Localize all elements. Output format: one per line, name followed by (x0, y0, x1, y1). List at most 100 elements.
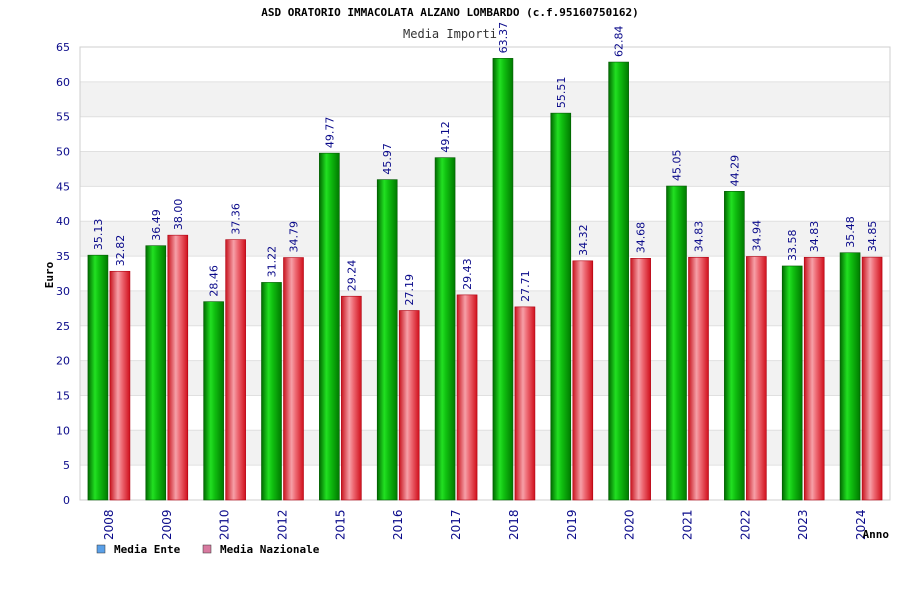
chart-subtitle: Media Importi (403, 27, 497, 41)
data-label: 28.46 (208, 265, 221, 297)
data-label: 49.12 (439, 121, 452, 153)
bar-media-ente (839, 252, 861, 501)
x-tick-label: 2019 (565, 509, 579, 540)
grid-band (80, 290, 890, 326)
y-tick-label: 5 (63, 459, 70, 472)
y-tick-label: 50 (56, 146, 70, 159)
bar-media-nazionale (456, 294, 478, 501)
data-label: 34.83 (808, 221, 821, 253)
legend: Media Ente Media Nazionale (96, 543, 320, 556)
x-axis-label: Anno (863, 528, 890, 541)
bar-media-nazionale (688, 256, 709, 501)
y-tick-label: 25 (56, 320, 70, 333)
bar-media-nazionale (167, 234, 189, 501)
bar-media-nazionale (803, 256, 825, 501)
bar-media-ente (87, 254, 109, 501)
data-label: 35.48 (844, 216, 857, 248)
bar-media-ente (261, 282, 282, 501)
y-tick-label: 0 (63, 494, 70, 507)
x-tick-label: 2008 (102, 509, 116, 540)
legend-label-media-nazionale: Media Nazionale (220, 543, 320, 556)
bar-media-nazionale (398, 310, 420, 501)
bar-media-ente (550, 112, 572, 501)
bar-media-ente (724, 191, 745, 501)
x-tick-label: 2009 (160, 509, 174, 540)
x-tick-label: 2022 (738, 509, 752, 540)
bar-media-nazionale (109, 270, 131, 501)
bar-media-ente (145, 245, 167, 501)
data-label: 49.77 (323, 117, 336, 149)
data-label: 34.94 (750, 220, 763, 252)
grid-band (80, 360, 890, 396)
data-label: 29.24 (345, 260, 358, 292)
x-tick-label: 2018 (507, 509, 521, 540)
x-tick-label: 2012 (276, 509, 290, 540)
data-label: 38.00 (172, 199, 185, 231)
data-label: 44.29 (728, 155, 741, 187)
y-tick-label: 45 (56, 180, 70, 193)
y-tick-label: 65 (56, 41, 70, 54)
grid-bands (79, 46, 891, 501)
y-tick-label: 30 (56, 285, 70, 298)
data-label: 34.85 (866, 221, 879, 253)
y-axis: 0 5 10 15 20 25 30 35 40 45 50 55 60 65 (56, 41, 70, 507)
y-tick-label: 35 (56, 250, 70, 263)
bar-media-ente (781, 265, 803, 501)
y-tick-label: 10 (56, 424, 70, 437)
bar-media-nazionale (283, 257, 304, 501)
grid-band (80, 151, 890, 187)
legend-label-media-ente: Media Ente (114, 543, 181, 556)
data-label: 34.32 (577, 224, 590, 256)
chart-title: ASD ORATORIO IMMACOLATA ALZANO LOMBARDO … (261, 6, 639, 19)
grid-band (80, 81, 890, 117)
y-tick-label: 15 (56, 389, 70, 402)
bars: 35.13 32.82 36.49 38.00 28.46 37.36 31.22 34.79… (87, 22, 883, 501)
y-tick-label: 20 (56, 355, 70, 368)
y-tick-label: 55 (56, 111, 70, 124)
data-label: 27.19 (403, 274, 416, 306)
bar-media-nazionale (572, 260, 594, 501)
x-tick-label: 2015 (333, 509, 347, 540)
bar-media-nazionale (225, 239, 246, 501)
data-label: 32.82 (114, 235, 127, 267)
bar-media-nazionale (746, 256, 767, 501)
data-label: 34.83 (693, 221, 706, 253)
data-label: 31.22 (266, 246, 279, 278)
data-label: 36.49 (150, 209, 163, 241)
bar-media-nazionale (861, 256, 883, 501)
bar-media-ente (666, 185, 687, 501)
bar-media-nazionale (514, 306, 536, 501)
data-label: 45.97 (381, 143, 394, 175)
legend-swatch-media-ente (96, 544, 106, 554)
x-tick-label: 2017 (449, 509, 463, 540)
x-tick-label: 2016 (391, 509, 405, 540)
data-label: 29.43 (461, 258, 474, 290)
y-tick-label: 60 (56, 76, 70, 89)
bar-media-ente (608, 61, 629, 501)
bar-media-ente (492, 58, 514, 501)
x-tick-label: 2010 (218, 509, 232, 540)
x-tick-label: 2021 (681, 509, 695, 540)
bar-media-ente (434, 157, 456, 501)
data-label: 62.84 (613, 26, 626, 58)
data-label: 33.58 (786, 229, 799, 261)
plot-frame (79, 46, 891, 501)
y-axis-label: Euro (43, 261, 56, 288)
x-tick-label: 2020 (623, 509, 637, 540)
legend-swatch-media-nazionale (202, 544, 212, 554)
grid-band (80, 221, 890, 257)
data-label: 35.13 (92, 219, 105, 251)
bar-media-ente (319, 152, 340, 501)
bar-media-nazionale (630, 258, 651, 501)
x-axis: 2008 2009 2010 2012 2015 2016 2017 2018 2019 2020… (102, 509, 868, 540)
data-label: 27.71 (519, 270, 532, 302)
data-label: 37.36 (230, 203, 243, 235)
data-label: 55.51 (555, 77, 568, 109)
x-tick-label: 2024 (854, 509, 868, 540)
bar-media-nazionale (341, 295, 362, 501)
bar-media-ente (376, 179, 398, 501)
grid-band (80, 430, 890, 466)
data-label: 63.37 (497, 22, 510, 54)
x-tick-label: 2023 (796, 509, 810, 540)
